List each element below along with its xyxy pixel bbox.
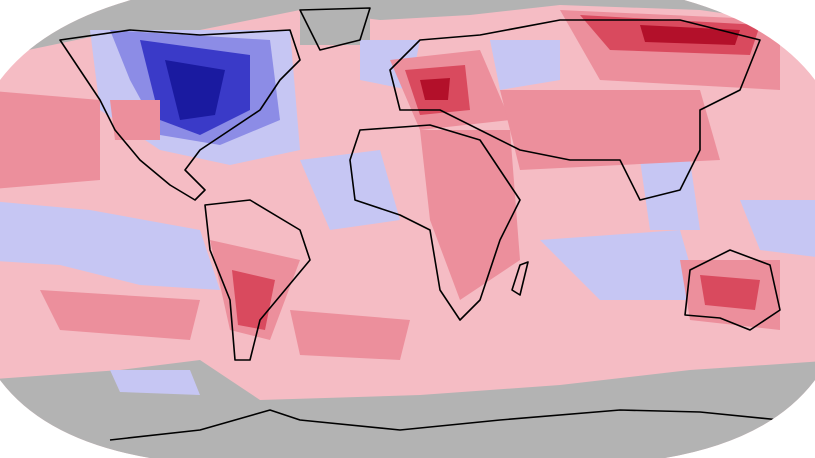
australia-much-warm [700,275,760,310]
north-america-coast [59,29,301,201]
great-lakes-record-cool [165,60,225,120]
ukraine-record-warm [420,78,450,100]
south-america-coast [204,199,311,361]
atlantic-cool [300,150,400,230]
africa-coast [349,124,521,321]
asia-warm [500,90,720,170]
pacific-cool-band [0,200,220,290]
usa-warm [110,100,160,140]
southeast-asia-cool [640,160,700,230]
east-pacific-cool [740,200,815,260]
madagascar-coast [511,261,529,296]
south-atlantic-warm [290,310,410,360]
north-pacific-warm [0,90,100,190]
eurasia-coast [389,19,761,201]
siberia-record-warm [640,25,740,45]
south-pacific-warm [40,290,200,340]
arctic-no-data [0,0,815,60]
asia-cool [490,40,560,90]
antarctica-coast [109,409,781,441]
greenland-coast [299,7,371,51]
greenland-no-data [300,0,370,45]
indian-ocean-cool [540,230,700,300]
coastlines [59,7,781,441]
southern-ocean-cool [110,370,200,395]
australia-coast [684,249,781,331]
